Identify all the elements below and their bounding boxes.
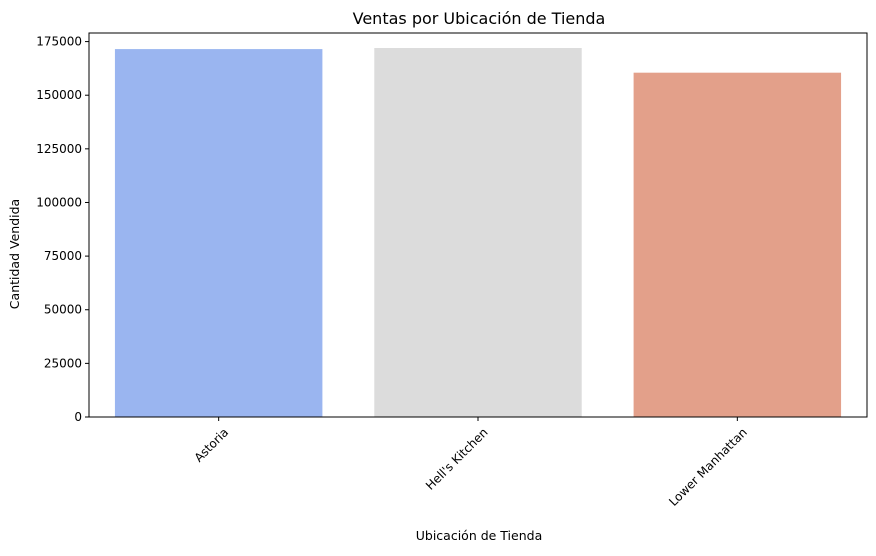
y-tick-label: 150000: [36, 88, 82, 102]
bar-hell-s-kitchen: [374, 48, 582, 418]
y-tick-label: 75000: [44, 249, 82, 263]
y-axis-label: Cantidad Vendida: [7, 199, 22, 309]
x-tick-label: Astoria: [192, 425, 232, 465]
y-tick-label: 125000: [36, 142, 82, 156]
y-tick-label: 175000: [36, 35, 82, 49]
bar-lower-manhattan: [633, 72, 842, 418]
y-tick-label: 25000: [44, 356, 82, 370]
y-tick-label: 50000: [44, 303, 82, 317]
y-tick-label: 0: [74, 410, 82, 424]
y-tick-label: 100000: [36, 195, 82, 209]
bar-astoria: [114, 49, 323, 417]
x-tick-label: Lower Manhattan: [666, 425, 750, 509]
x-tick-label: Hell's Kitchen: [423, 425, 491, 493]
x-axis-label: Ubicación de Tienda: [416, 528, 543, 543]
chart-title: Ventas por Ubicación de Tienda: [353, 9, 606, 28]
bars-layer: [114, 48, 842, 418]
plot-frame: [88, 32, 868, 418]
